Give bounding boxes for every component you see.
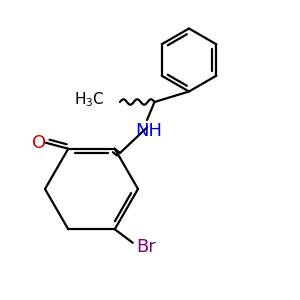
Text: O: O <box>32 134 46 152</box>
Text: NH: NH <box>135 122 162 140</box>
Text: Br: Br <box>136 238 156 256</box>
Text: H$_3$C: H$_3$C <box>74 90 105 109</box>
